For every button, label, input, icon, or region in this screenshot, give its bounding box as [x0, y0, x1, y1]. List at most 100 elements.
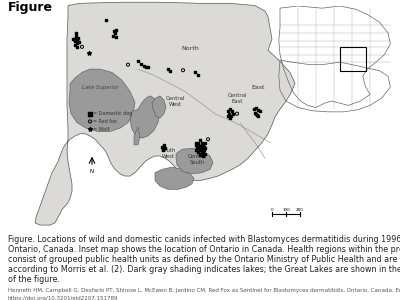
- Point: [110, 33, 116, 38]
- Point: [165, 67, 171, 71]
- Point: [194, 144, 200, 148]
- Text: Ontario, Canada. Inset map shows the location of Ontario in Canada. Health regio: Ontario, Canada. Inset map shows the loc…: [8, 245, 400, 254]
- Point: [199, 150, 205, 155]
- Point: [234, 111, 240, 116]
- Point: [202, 152, 208, 156]
- Text: according to Morris et al. (2). Dark gray shading indicates lakes; the Great Lak: according to Morris et al. (2). Dark gra…: [8, 265, 400, 274]
- Text: Lake Superior: Lake Superior: [82, 85, 118, 90]
- Point: [125, 62, 131, 67]
- Point: [86, 51, 92, 56]
- Point: [195, 72, 201, 77]
- Point: [113, 28, 119, 32]
- Point: [251, 107, 257, 112]
- Polygon shape: [155, 167, 194, 189]
- Point: [72, 42, 78, 47]
- Polygon shape: [152, 96, 166, 118]
- Point: [74, 37, 80, 41]
- Point: [162, 146, 168, 151]
- Point: [70, 37, 76, 41]
- Point: [195, 140, 201, 145]
- Point: [199, 146, 205, 151]
- Text: Central
South: Central South: [187, 154, 207, 165]
- Point: [197, 148, 203, 153]
- Text: 100: 100: [282, 208, 290, 212]
- Point: [199, 142, 205, 147]
- Point: [76, 40, 82, 45]
- Text: North: North: [181, 46, 199, 51]
- Point: [73, 33, 79, 38]
- Point: [167, 69, 173, 74]
- Point: [255, 108, 261, 113]
- Point: [253, 106, 259, 110]
- Point: [197, 138, 203, 143]
- Point: [192, 70, 198, 75]
- Point: [197, 144, 203, 148]
- Text: consist of grouped public health units as defined by the Ontario Ministry of Pub: consist of grouped public health units a…: [8, 255, 400, 264]
- Point: [112, 31, 118, 36]
- Point: [160, 148, 166, 153]
- Point: [194, 146, 200, 151]
- Polygon shape: [130, 96, 160, 138]
- Text: Central
East: Central East: [227, 93, 247, 104]
- Text: = Domestic dog: = Domestic dog: [93, 111, 132, 116]
- Point: [195, 146, 201, 151]
- Point: [201, 145, 207, 149]
- Point: [79, 44, 85, 49]
- Point: [74, 41, 80, 46]
- Point: [103, 18, 109, 22]
- Point: [193, 140, 199, 145]
- Point: [75, 35, 81, 40]
- Text: East: East: [251, 85, 265, 90]
- Text: https://doi.org/10.3201/eid2207.151789: https://doi.org/10.3201/eid2207.151789: [8, 296, 118, 300]
- Polygon shape: [134, 127, 140, 145]
- Point: [143, 64, 149, 69]
- Point: [135, 59, 141, 64]
- Point: [71, 37, 77, 41]
- Point: [201, 148, 207, 153]
- Point: [195, 142, 201, 147]
- Point: [257, 109, 263, 114]
- Polygon shape: [176, 148, 213, 174]
- Point: [225, 113, 231, 118]
- Point: [193, 142, 199, 147]
- Point: [87, 119, 93, 124]
- Point: [252, 110, 258, 115]
- Point: [197, 152, 203, 157]
- Text: Figure. Locations of wild and domestic canids infected with Blastomyces dermatit: Figure. Locations of wild and domestic c…: [8, 236, 400, 244]
- Text: of the figure.: of the figure.: [8, 275, 60, 284]
- Point: [75, 40, 81, 45]
- Point: [74, 44, 80, 49]
- Point: [198, 147, 204, 152]
- Point: [161, 142, 167, 147]
- Point: [73, 31, 79, 36]
- Point: [230, 111, 236, 116]
- Point: [193, 148, 199, 153]
- Point: [205, 137, 211, 142]
- Text: N: N: [90, 169, 94, 174]
- Point: [226, 111, 232, 116]
- Point: [87, 111, 93, 116]
- Text: Figure: Figure: [8, 2, 53, 14]
- Polygon shape: [35, 2, 295, 225]
- Point: [225, 109, 231, 114]
- Text: Henneth HM, Campbell G, Desfarlo PT, Shlrose L, McEwen B, Jardino CM. Red Fox as: Henneth HM, Campbell G, Desfarlo PT, Shl…: [8, 288, 400, 293]
- Bar: [340, 47, 366, 71]
- Point: [72, 39, 78, 44]
- Point: [198, 152, 204, 156]
- Text: Central
West: Central West: [165, 96, 185, 107]
- Point: [199, 140, 205, 145]
- Point: [202, 146, 208, 151]
- Point: [254, 112, 260, 117]
- Point: [255, 113, 261, 118]
- Point: [145, 64, 151, 69]
- Text: 200: 200: [296, 208, 304, 212]
- Point: [200, 149, 206, 154]
- Point: [87, 127, 93, 132]
- Point: [159, 145, 165, 149]
- Point: [227, 107, 233, 112]
- Text: 0: 0: [271, 208, 273, 212]
- Point: [253, 111, 259, 116]
- Point: [180, 68, 186, 73]
- Text: = Wolf: = Wolf: [93, 127, 109, 132]
- Point: [200, 142, 206, 147]
